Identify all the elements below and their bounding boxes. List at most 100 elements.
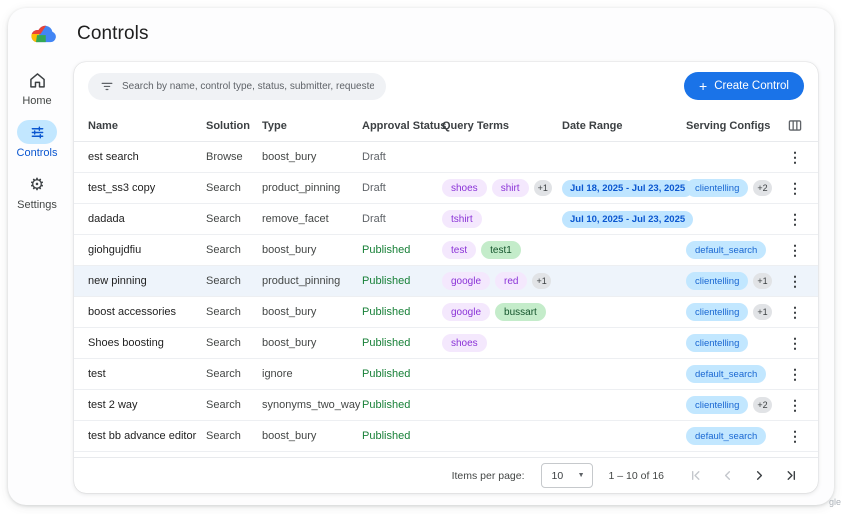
cell-type: product_pinning [262, 275, 341, 287]
cell-query-terms: tshirt [442, 210, 562, 228]
cell-type: product_pinning [262, 182, 341, 194]
search-input[interactable] [122, 80, 374, 92]
create-control-button[interactable]: + Create Control [684, 72, 804, 100]
chip-purple: red [495, 272, 528, 290]
cell-approval-status: Published [362, 306, 411, 318]
cell-solution: Search [206, 337, 241, 349]
cell-name: Shoes boosting [88, 337, 164, 349]
google-cloud-logo-icon [30, 23, 58, 45]
previous-page-button[interactable] [716, 465, 738, 487]
next-page-button[interactable] [748, 465, 770, 487]
chip-blue: clientelling [686, 303, 749, 321]
count-chip: +1 [753, 304, 772, 320]
cell-serving-configs: default_search [686, 365, 788, 383]
cell-approval-status: Draft [362, 182, 386, 194]
column-header-serving-configs[interactable]: Serving Configs [686, 119, 771, 132]
chip-purple: tshirt [442, 210, 482, 228]
cell-type: ignore [262, 368, 293, 380]
column-picker-button[interactable] [788, 118, 802, 133]
first-page-button[interactable] [684, 465, 706, 487]
column-header-approval-status[interactable]: Approval Status [362, 119, 447, 132]
row-menu-button[interactable]: ⋮ [788, 335, 802, 351]
table-row[interactable]: dadada Search remove_facet Draft tshirt Jul 1… [74, 204, 818, 235]
cell-query-terms: shoes shirt +1 [442, 179, 562, 197]
cell-solution: Search [206, 213, 241, 225]
last-page-button[interactable] [780, 465, 802, 487]
column-header-query-terms[interactable]: Query Terms [442, 119, 510, 132]
cell-approval-status: Published [362, 337, 411, 349]
table-row[interactable]: test bb advance editor Search boost_bury Pu… [74, 421, 818, 452]
sidebar-item-label: Controls [16, 147, 58, 159]
pagination-controls [684, 465, 802, 487]
sidebar-item-controls[interactable]: Controls [16, 120, 58, 159]
cell-approval-status: Draft [362, 151, 386, 163]
chip-green: test1 [481, 241, 521, 259]
cell-serving-configs: clientelling +2 [686, 396, 788, 414]
tune-icon [17, 120, 57, 144]
count-chip: +1 [533, 180, 552, 196]
table-row[interactable]: est search Browse boost_bury Draft ⋮ [74, 142, 818, 173]
table-row[interactable]: new pinning Search product_pinning Publishe… [74, 266, 818, 297]
create-control-label: Create Control [714, 80, 789, 92]
cell-serving-configs: default_search [686, 241, 788, 259]
table-header-row: Name Solution Type Approval Status Query… [74, 110, 818, 142]
cell-approval-status: Draft [362, 213, 386, 225]
watermark-fragment: gle [828, 497, 841, 507]
cell-query-terms: google red +1 [442, 272, 562, 290]
chevron-down-icon: ▼ [577, 472, 585, 479]
page-title: Controls [77, 23, 149, 44]
items-per-page-label: Items per page: [451, 469, 525, 482]
column-header-name[interactable]: Name [88, 119, 118, 132]
table-row[interactable]: Shoes boosting Search boost_bury Published s… [74, 328, 818, 359]
pagination-range-label: 1 – 10 of 16 [608, 469, 664, 482]
column-header-type[interactable]: Type [262, 119, 287, 132]
cell-approval-status: Published [362, 368, 411, 380]
cell-type: boost_bury [262, 430, 317, 442]
row-menu-button[interactable]: ⋮ [788, 397, 802, 413]
cell-name: boost accessories [88, 306, 177, 318]
table-toolbar: + Create Control [74, 72, 818, 110]
row-menu-button[interactable]: ⋮ [788, 304, 802, 320]
column-header-date-range[interactable]: Date Range [562, 119, 623, 132]
sidebar-item-label: Settings [17, 199, 57, 211]
chip-purple: google [442, 272, 491, 290]
row-menu-button[interactable]: ⋮ [788, 242, 802, 258]
gear-icon: ⚙ [29, 174, 45, 194]
sidebar-item-settings[interactable]: ⚙ Settings [17, 172, 57, 212]
cell-query-terms: google bussart [442, 303, 562, 321]
count-chip: +2 [753, 180, 772, 196]
chip-blue: clientelling [686, 179, 749, 197]
table-row[interactable]: test Search ignore Published default_search ⋮ [74, 359, 818, 390]
cell-approval-status: Published [362, 275, 411, 287]
cell-solution: Browse [206, 151, 243, 163]
column-header-solution[interactable]: Solution [206, 119, 250, 132]
table-body: est search Browse boost_bury Draft ⋮ test_ss3… [74, 142, 818, 452]
row-menu-button[interactable]: ⋮ [788, 428, 802, 444]
row-menu-button[interactable]: ⋮ [788, 273, 802, 289]
search-bar[interactable] [88, 72, 386, 100]
table-row[interactable]: boost accessories Search boost_bury Publish… [74, 297, 818, 328]
cell-approval-status: Published [362, 399, 411, 411]
page-size-select[interactable]: 10 ▼ [540, 463, 593, 488]
table-row[interactable]: giohgujdfiu Search boost_bury Published test… [74, 235, 818, 266]
cell-query-terms: shoes [442, 334, 562, 352]
nav-rail: Home [8, 60, 66, 505]
row-menu-button[interactable]: ⋮ [788, 211, 802, 227]
row-menu-button[interactable]: ⋮ [788, 366, 802, 382]
cell-serving-configs: clientelling +1 [686, 272, 788, 290]
cell-type: boost_bury [262, 337, 317, 349]
cell-name: test [88, 368, 106, 380]
sidebar-item-home[interactable]: Home [17, 68, 57, 107]
plus-icon: + [699, 78, 708, 94]
cell-date-range: Jul 10, 2025 - Jul 23, 2025 [562, 210, 694, 228]
table-row[interactable]: test 2 way Search synonyms_two_way Publishe… [74, 390, 818, 421]
cell-serving-configs: clientelling [686, 334, 788, 352]
row-menu-button[interactable]: ⋮ [788, 149, 802, 165]
cell-date-range: Jul 18, 2025 - Jul 23, 2025 [562, 179, 694, 197]
count-chip: +1 [753, 273, 772, 289]
table-row[interactable]: test_ss3 copy Search product_pinning Draft s… [74, 173, 818, 204]
row-menu-button[interactable]: ⋮ [788, 180, 802, 196]
cell-solution: Search [206, 368, 241, 380]
cell-type: boost_bury [262, 306, 317, 318]
